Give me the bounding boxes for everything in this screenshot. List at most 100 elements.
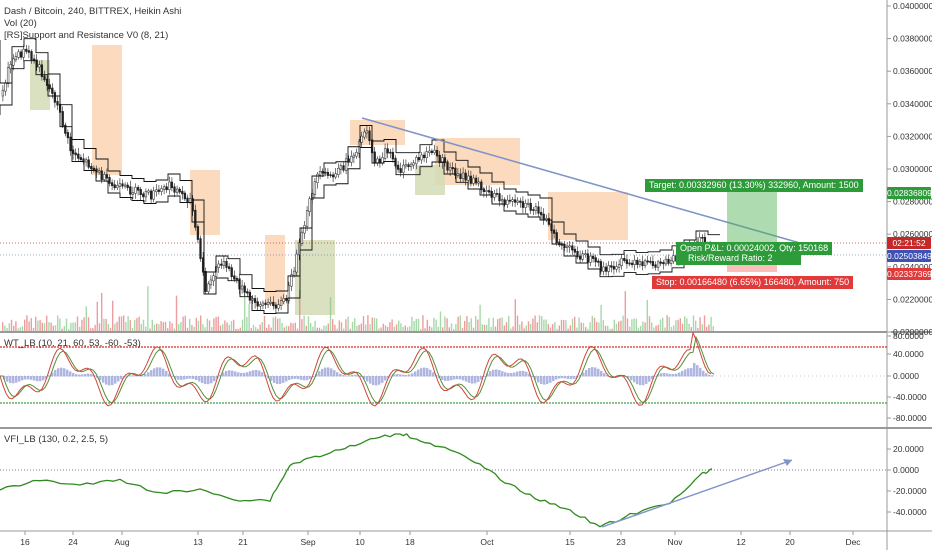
candle-body [477,181,480,184]
wt-histogram-bar [495,369,498,377]
candle-body [79,157,83,160]
candle-body [178,188,181,193]
wt-histogram-bar [585,369,588,377]
wt-tick-label: 80.0000 [893,331,924,341]
candle-body [69,136,72,152]
volume-bar [646,299,648,331]
volume-bar [250,328,252,331]
support-line [0,60,720,314]
candle-body [495,193,499,195]
wt-histogram-bar [687,368,690,377]
volume-bar [552,324,554,331]
candle-body [459,173,462,179]
wt-histogram-bar [657,374,660,377]
candle-body [474,177,478,184]
volume-bar [30,318,32,331]
candle-body [290,274,293,287]
wt-histogram-bar [462,376,465,381]
candle-body [638,261,642,265]
candle-body [227,266,231,269]
candle-body [183,192,187,200]
candle-body [396,164,400,170]
volume-bar [481,324,483,331]
wt-indicator-label[interactable]: WT_LB (10, 21, 60, 53, -60, -53) [4,338,141,349]
candle-body [261,302,265,306]
vfi-trend-arrow[interactable] [601,459,793,528]
wt-histogram-bar [705,373,708,377]
sr-indicator-label[interactable]: [RS]Support and Resistance V0 (8, 21) [4,30,169,41]
candle-body [97,170,101,173]
candle-body [157,189,161,192]
volume-bar [521,321,523,331]
wt-histogram-bar [492,369,495,377]
candle-body [342,165,345,171]
wt-histogram-bar [165,370,168,377]
volume-bar [448,327,450,331]
volume-bar [180,322,182,331]
volume-bar [235,328,237,331]
wt-histogram-bar [249,371,252,377]
volume-bar [318,327,321,331]
target-zone[interactable] [727,190,777,245]
wt-histogram-bar [66,369,69,377]
wt-histogram-bar [78,374,81,377]
wt-histogram-bar [507,372,510,377]
wt-histogram-bar [513,372,516,377]
vfi-indicator-label[interactable]: VFI_LB (130, 0.2, 2.5, 5) [4,434,109,445]
wt-tick-label: -40.0000 [893,392,927,402]
candle-body [82,158,85,163]
wt-histogram-bar [486,373,489,377]
candle-body [116,185,119,189]
volume-bar [596,321,598,331]
candle-body [443,157,447,164]
volume-bar [162,322,164,331]
wt-histogram-bar [150,370,153,377]
wt-histogram-bar [441,376,444,381]
symbol-title[interactable]: Dash / Bitcoin, 240, BITTREX, Heikin Ash… [4,6,182,17]
vfi-tick-label: -20.0000 [893,486,927,496]
volume-bar [554,321,556,331]
volume-bar [197,320,200,331]
wt-histogram-bar [567,376,570,380]
candle-body [253,298,257,303]
candle-body [417,157,421,161]
volume-bar [439,311,442,331]
volume-bar [94,324,96,331]
volume-indicator-label[interactable]: Vol (20) [4,18,37,29]
wt-histogram-bar [117,376,120,382]
candle-body [170,181,174,189]
candle-body [701,237,704,239]
candle-body [4,82,7,92]
volume-bar [673,325,675,331]
candle-body [243,285,246,293]
volume-bar [470,318,472,331]
volume-bar [653,327,655,331]
wt-histogram-bar [573,376,576,379]
volume-bar [433,317,435,331]
wt-histogram-bar [696,365,699,377]
candle-body [521,201,525,208]
volume-bar [442,327,444,331]
wt-histogram-bar [210,376,213,384]
volume-bar [565,320,567,331]
volume-bar [637,327,640,331]
candle-body [524,203,527,208]
volume-bar [15,321,17,331]
wt-histogram-bar [324,367,327,377]
volume-bar [576,327,578,331]
volume-bar [248,303,250,331]
volume-bar [684,316,686,331]
time-tick-label: 21 [238,537,248,547]
wt-histogram-bar [669,373,672,377]
wt-histogram-bar [561,376,564,379]
candle-body [339,165,343,170]
volume-bar [508,315,510,331]
downtrend-line[interactable] [361,117,801,244]
volume-bar [486,324,488,331]
volume-bar [560,319,563,331]
volume-bar [153,324,156,331]
candle-body [287,284,291,301]
candle-body [599,261,603,272]
volume-bar [382,323,384,331]
